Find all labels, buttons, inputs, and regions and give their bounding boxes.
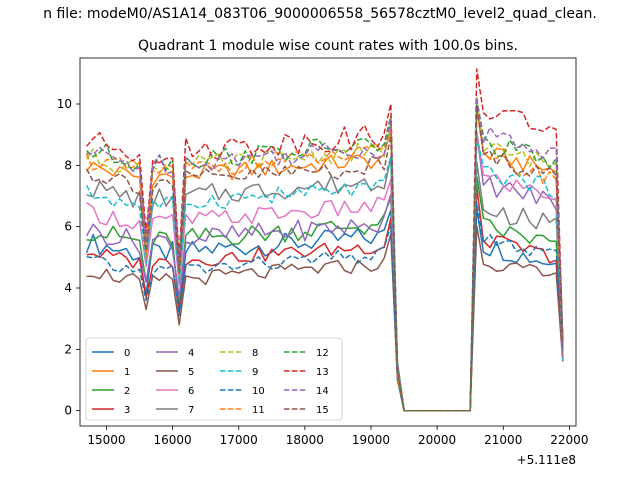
legend-label-13: 13 — [316, 367, 329, 378]
x-tick-label: 21000 — [484, 433, 522, 447]
series-line-5 — [86, 225, 564, 412]
x-tick-label: 18000 — [286, 433, 324, 447]
x-tick-label: 17000 — [220, 433, 258, 447]
x-tick-label: 15000 — [87, 433, 125, 447]
legend-label-4: 4 — [188, 348, 194, 359]
legend-label-11: 11 — [252, 405, 265, 416]
series-line-14 — [86, 96, 564, 412]
y-tick-label: 8 — [64, 158, 72, 172]
y-tick-label: 6 — [64, 220, 72, 234]
legend-box — [85, 337, 343, 421]
series-line-12 — [86, 99, 564, 412]
legend-label-8: 8 — [252, 348, 258, 359]
legend-label-15: 15 — [316, 405, 329, 416]
x-tick-label: 19000 — [352, 433, 390, 447]
series-layer — [85, 68, 564, 412]
x-offset-label: +5.111e8 — [517, 453, 576, 467]
legend-label-6: 6 — [188, 386, 194, 397]
x-tick-label: 22000 — [550, 433, 588, 447]
series-line-6 — [86, 131, 564, 412]
suptitle: n file: modeM0/AS1A14_083T06_9000006558_… — [43, 6, 597, 22]
y-tick-label: 2 — [64, 342, 72, 356]
legend-label-12: 12 — [316, 348, 329, 359]
legend-label-1: 1 — [124, 367, 130, 378]
y-axis: 0 2 4 6 8 10 — [57, 97, 80, 418]
x-tick-label: 16000 — [153, 433, 191, 447]
x-tick-label: 20000 — [418, 433, 456, 447]
series-line-9 — [85, 135, 564, 412]
y-tick-label: 4 — [64, 281, 72, 295]
legend-label-0: 0 — [124, 348, 130, 359]
series-line-4 — [85, 131, 564, 412]
series-line-7 — [86, 156, 564, 412]
chart-title: Quadrant 1 module wise count rates with … — [138, 38, 518, 54]
legend-label-10: 10 — [252, 386, 265, 397]
legend-label-5: 5 — [188, 367, 194, 378]
series-line-15 — [85, 104, 564, 412]
legend-label-14: 14 — [316, 386, 329, 397]
legend-label-3: 3 — [124, 405, 130, 416]
legend-label-2: 2 — [124, 386, 130, 397]
series-line-13 — [86, 68, 564, 412]
y-tick-label: 10 — [57, 97, 72, 111]
x-axis: 15000 16000 17000 18000 19000 20000 21000 22000 — [87, 426, 588, 447]
series-line-8 — [85, 96, 564, 412]
y-tick-label: 0 — [64, 404, 72, 418]
legend-label-9: 9 — [252, 367, 258, 378]
plot-frame — [79, 57, 577, 427]
legend-label-7: 7 — [188, 405, 194, 416]
